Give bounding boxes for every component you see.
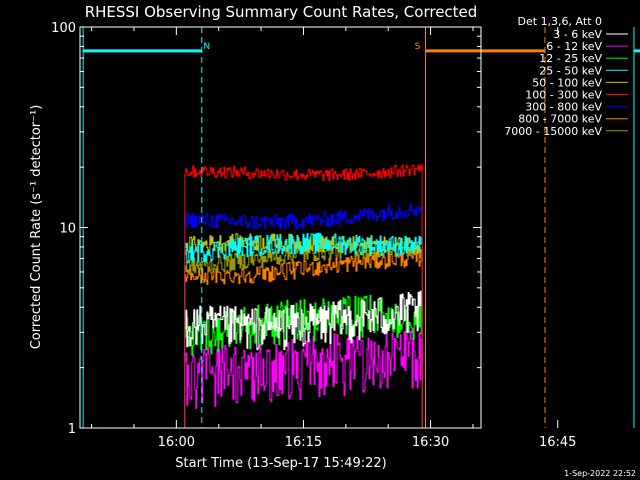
series-trace-100-300-kev-interval-1 xyxy=(184,163,423,428)
x-tick-label-1630: 16:30 xyxy=(412,435,449,450)
legend-label-12-25-kev: 12 - 25 keV xyxy=(539,52,602,65)
series-trace-3-6-kev-interval-1 xyxy=(184,290,423,428)
y-axis-label: Corrected Count Rate (s⁻¹ detector⁻¹) xyxy=(29,105,44,350)
series-trace-800-7000-kev-interval-1 xyxy=(184,249,423,428)
legend-label-300-800-kev: 300 - 800 keV xyxy=(525,101,602,114)
y-tick-label-1: 1 xyxy=(68,422,76,437)
series-layer xyxy=(184,163,423,428)
x-tick-label-1615: 16:15 xyxy=(285,435,322,450)
legend-label-6-12-kev: 6 - 12 keV xyxy=(546,40,602,53)
legend-label-100-300-kev: 100 - 300 keV xyxy=(525,89,602,102)
legend-label-3-6-kev: 3 - 6 keV xyxy=(553,28,602,41)
series-trace-25-50-kev-interval-1 xyxy=(184,232,423,428)
series-trace-6-12-kev-interval-1 xyxy=(184,328,423,428)
y-tick-label-10: 10 xyxy=(59,222,76,237)
chart-title: RHESSI Observing Summary Count Rates, Co… xyxy=(85,3,478,21)
x-tick-label-1600: 16:00 xyxy=(158,435,195,450)
series-trace-300-800-kev-interval-1 xyxy=(184,202,423,428)
x-axis-label: Start Time (13-Sep-17 15:49:22) xyxy=(175,456,386,471)
legend-label-7000-15000-kev: 7000 - 15000 keV xyxy=(504,125,602,138)
legend-label-50-100-kev: 50 - 100 keV xyxy=(532,76,602,89)
legend-label-25-50-kev: 25 - 50 keV xyxy=(539,64,602,77)
legend-title: Det 1,3,6, Att 0 xyxy=(518,15,602,28)
flag-n-label: N xyxy=(203,42,210,52)
y-tick-label-100: 100 xyxy=(51,21,76,36)
legend-label-800-7000-kev: 800 - 7000 keV xyxy=(518,113,602,126)
flag-s-label: S xyxy=(415,42,421,52)
x-tick-label-1645: 16:45 xyxy=(539,435,576,450)
footer-timestamp: 1-Sep-2022 22:52 xyxy=(564,469,636,478)
